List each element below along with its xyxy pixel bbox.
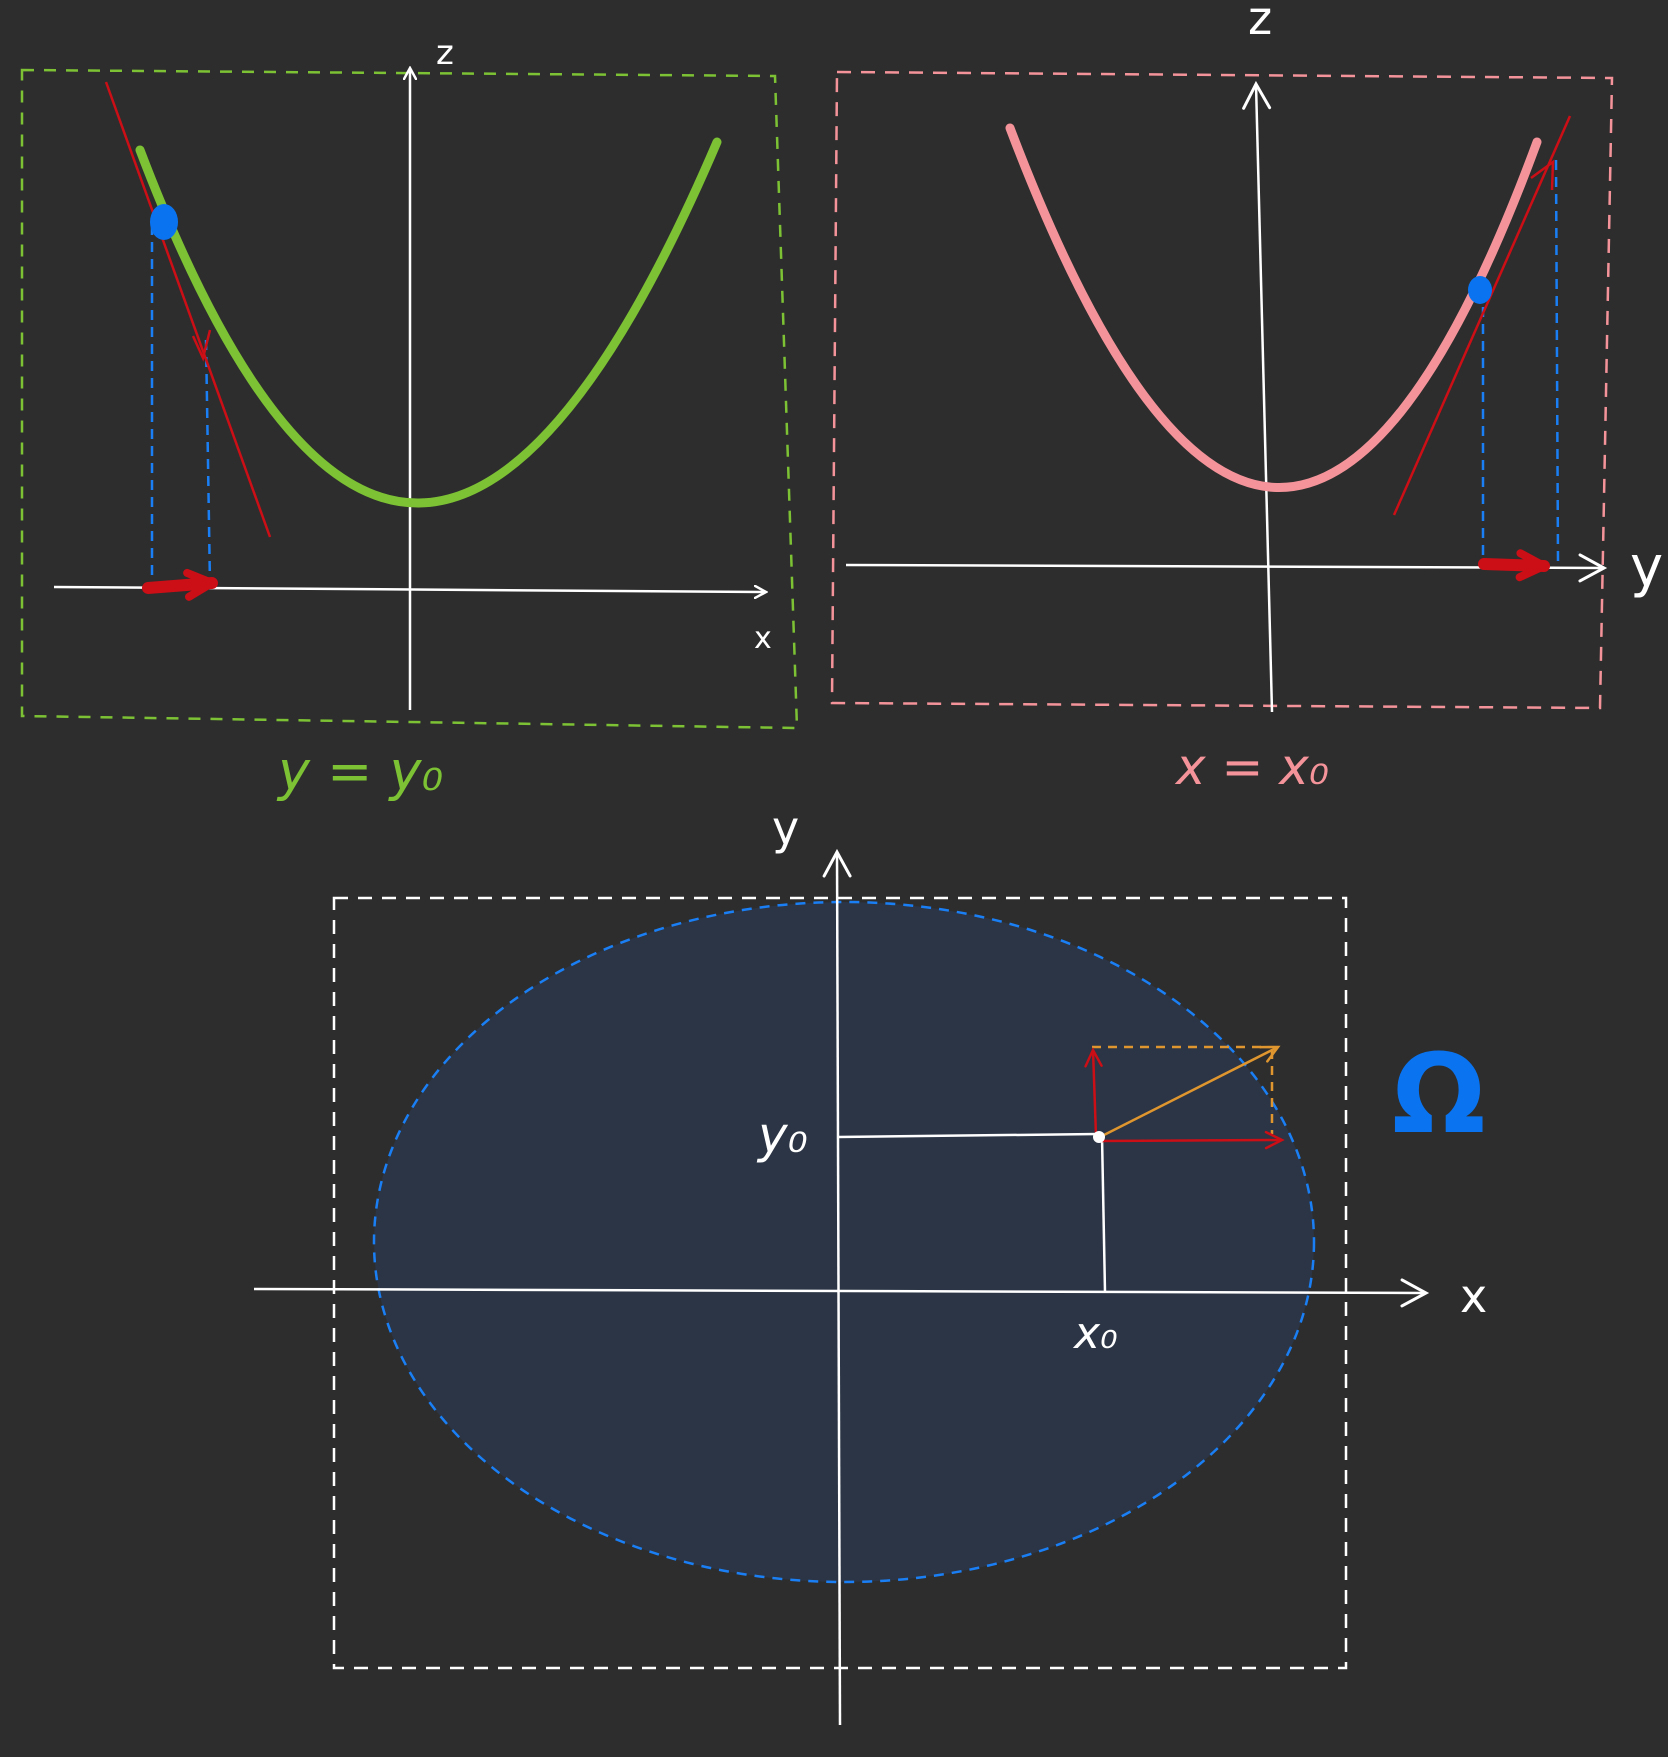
base-point: [1093, 1131, 1105, 1143]
left-blue-point: [150, 204, 178, 240]
right-tangent-arrow-head: [1530, 159, 1555, 191]
left-z-label: z: [436, 33, 454, 73]
left-x-label: x: [754, 621, 772, 656]
domain-ellipse: [372, 900, 1316, 1584]
bottom-y-axis: [822, 848, 852, 1726]
x-component-vector: [1097, 1130, 1285, 1150]
x0-guide-line: [1100, 1135, 1107, 1293]
right-z-axis: [1242, 80, 1274, 713]
right-tangent-line: [1392, 115, 1572, 516]
right-direction-arrow: [1478, 549, 1550, 582]
right-caption: x = x₀: [1174, 738, 1329, 796]
left-panel: z x y = y₀: [20, 33, 799, 803]
right-z-label: z: [1248, 0, 1272, 45]
bottom-y-label: y: [772, 801, 799, 855]
right-y-axis: [845, 553, 1608, 583]
gradient-vector: [1099, 1045, 1281, 1139]
green-parabola: [135, 137, 722, 508]
right-y-label: y: [1630, 535, 1663, 600]
bottom-x-label: x: [1460, 1269, 1487, 1323]
left-caption: y = y₀: [276, 740, 443, 803]
y0-label: y₀: [756, 1106, 808, 1164]
pink-parabola: [1005, 123, 1542, 492]
right-drop-line-2: [1554, 159, 1560, 563]
left-direction-arrow: [142, 568, 218, 601]
y0-guide-line: [837, 1132, 1099, 1139]
bottom-x-axis: [253, 1278, 1430, 1308]
right-blue-point: [1468, 276, 1492, 304]
x0-label: x₀: [1072, 1308, 1118, 1359]
right-panel-frame: [830, 70, 1614, 710]
y-component-vector: [1084, 1047, 1103, 1137]
left-tangent-arrow-head: [191, 329, 212, 362]
domain-omega-label: Ω: [1392, 1030, 1486, 1158]
right-panel: z y x = x₀: [830, 0, 1663, 796]
left-tangent-line: [104, 81, 272, 538]
bottom-panel: x y y₀ x₀ Ω: [253, 801, 1487, 1726]
left-drop-line-2: [204, 339, 212, 586]
